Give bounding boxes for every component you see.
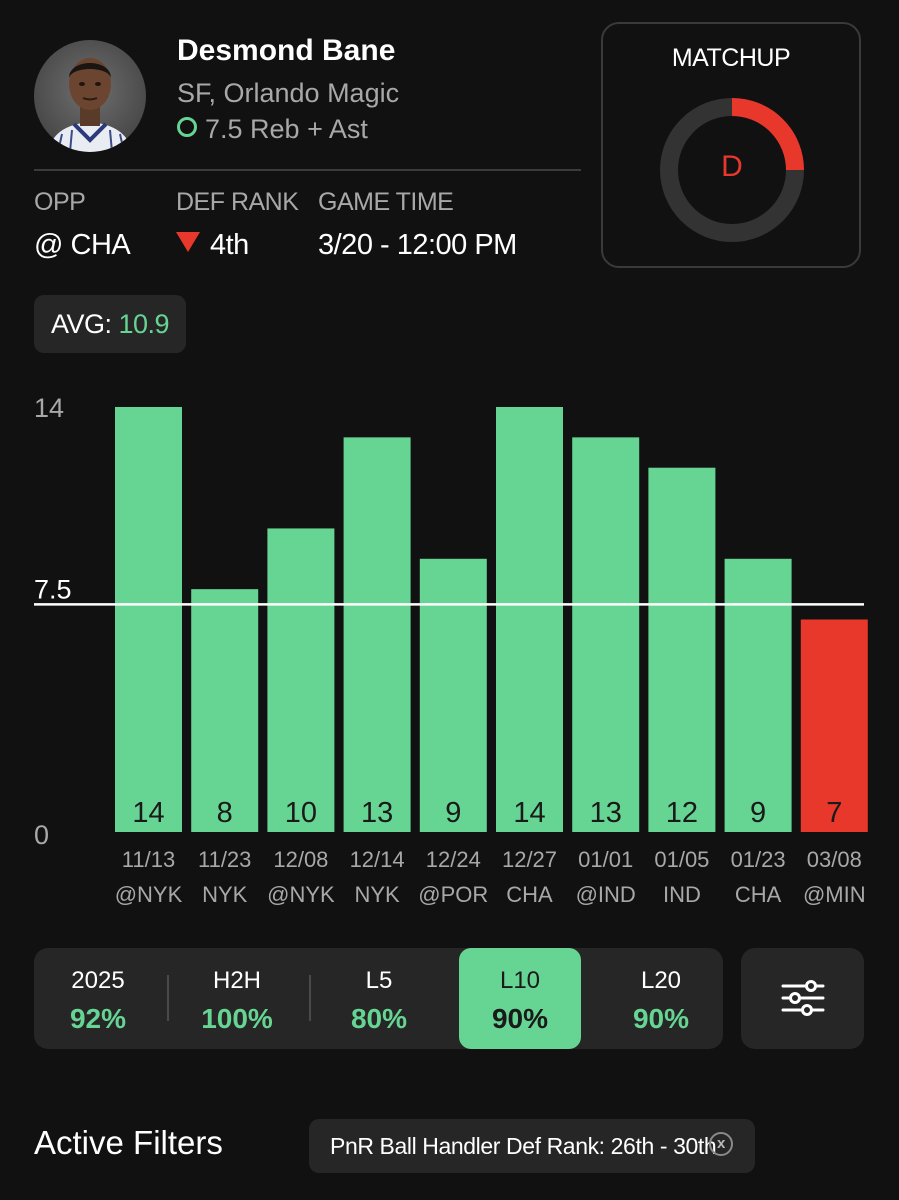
player-headshot-icon [48,58,132,152]
bar-value-label: 8 [217,797,233,829]
x-date-label: 01/05 [654,847,709,872]
segment-l10[interactable]: L10 90% [459,948,581,1049]
player-position-team: SF, Orlando Magic [177,78,400,108]
x-opponent-label: NYK [202,882,248,907]
y-tick-label: 0 [34,820,49,850]
segment-value: 90% [632,1003,690,1034]
active-filters-title: Active Filters [34,1124,223,1161]
matchup-grade: D [721,150,743,183]
y-tick-label: 7.5 [34,574,72,604]
segment-l5[interactable]: L5 80% [318,948,440,1049]
x-opponent-label: @IND [576,882,636,907]
prop-line-text: 7.5 Reb + Ast [205,114,368,144]
sliders-icon [781,980,825,1016]
matchup-title: MATCHUP [671,44,791,72]
close-icon[interactable]: x [709,1132,733,1156]
x-date-label: 11/13 [122,847,175,872]
def-rank-text: 4th [210,229,249,261]
segment-label: L5 [365,967,393,994]
opp-value: @ CHA [34,229,131,261]
x-opponent-label: CHA [735,882,782,907]
down-triangle-icon [176,232,200,252]
opp-label: OPP [34,188,86,216]
bar [800,619,868,832]
bar-value-label: 10 [285,797,317,829]
game-time-label: GAME TIME [318,188,454,216]
x-date-label: 01/01 [578,847,633,872]
prop-line: 7.5 Reb + Ast [177,114,368,145]
segment-value: 90% [491,1003,549,1034]
bar [191,589,259,832]
player-name: Desmond Bane [177,34,396,67]
x-date-label: 12/27 [502,847,557,872]
filter-chip[interactable]: PnR Ball Handler Def Rank: 26th - 30th x [309,1119,755,1173]
bar-value-label: 12 [666,797,698,829]
segment-value: 100% [201,1003,273,1034]
avg-pill: AVG: 10.9 [34,295,186,353]
segment-h2h[interactable]: H2H 100% [176,948,298,1049]
segment-divider [309,975,311,1021]
def-rank-label: DEF RANK [176,188,299,216]
bar-value-label: 14 [132,797,164,829]
bar-value-label: 13 [590,797,622,829]
bar [572,437,640,832]
matchup-card[interactable] [601,22,861,268]
bar-value-label: 7 [826,797,842,829]
segment-label: L10 [499,967,541,994]
bar-value-label: 9 [750,797,766,829]
x-opponent-label: CHA [506,882,553,907]
segment-active-highlight [459,948,581,1049]
segment-l20[interactable]: L20 90% [600,948,722,1049]
avg-value: 10.9 [118,309,170,339]
bar-value-label: 9 [445,797,461,829]
bar [648,467,716,832]
def-rank-value: 4th [176,229,249,262]
game-time-value: 3/20 - 12:00 PM [318,229,517,261]
x-date-label: 12/08 [273,847,328,872]
x-opponent-label: @NYK [115,882,183,907]
segment-value: 80% [350,1003,408,1034]
segment-label: H2H [212,967,261,994]
x-date-label: 11/23 [198,847,251,872]
bar [343,437,411,832]
over-ring-icon [177,117,197,137]
x-date-label: 12/24 [426,847,481,872]
segment-label: 2025 [71,967,125,994]
segment-divider [167,975,169,1021]
x-opponent-label: @MIN [803,882,866,907]
player-avatar [34,40,146,152]
x-opponent-label: @NYK [267,882,335,907]
filter-settings-button[interactable] [741,948,864,1049]
x-opponent-label: @POR [418,882,488,907]
bar-value-label: 14 [513,797,545,829]
x-date-label: 03/08 [807,847,862,872]
gauge-fill [660,98,804,242]
x-opponent-label: NYK [354,882,400,907]
header-divider [34,169,581,171]
timeframe-segment-bar [34,948,723,1049]
matchup-gauge [660,98,804,242]
filter-chip-label: PnR Ball Handler Def Rank: 26th - 30th [330,1133,717,1159]
segment-value: 92% [69,1003,127,1034]
bar-value-label: 13 [361,797,393,829]
x-opponent-label: IND [663,882,701,907]
game-log-chart: 14 7.5 0 14 11/13 @NYK 8 11/23 NYK 10 12/08 @NYK 13 1… [34,393,868,907]
y-tick-label: 14 [34,393,64,423]
x-date-label: 01/23 [731,847,786,872]
bar [115,407,182,832]
bar [724,558,792,832]
bar [419,558,487,832]
bar [496,407,563,832]
avg-label: AVG: [50,309,119,339]
x-date-label: 12/14 [350,847,405,872]
segment-label: L20 [640,967,682,994]
bar [267,528,335,832]
segment-2025[interactable]: 2025 92% [38,948,158,1049]
